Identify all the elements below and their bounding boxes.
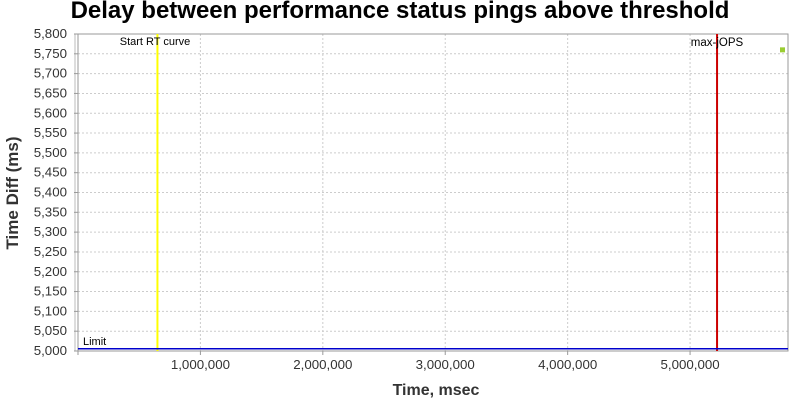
svg-text:5,650: 5,650: [34, 85, 67, 100]
svg-text:5,000: 5,000: [34, 343, 67, 358]
svg-text:3,000,000: 3,000,000: [416, 357, 475, 372]
svg-text:Start RT curve: Start RT curve: [120, 36, 191, 48]
svg-text:5,500: 5,500: [34, 145, 67, 160]
svg-text:Time, msec: Time, msec: [393, 382, 480, 399]
svg-text:5,400: 5,400: [34, 185, 67, 200]
svg-text:5,200: 5,200: [34, 264, 67, 279]
svg-text:5,250: 5,250: [34, 244, 67, 259]
svg-text:max-jOPS: max-jOPS: [691, 37, 744, 49]
svg-text:5,800: 5,800: [34, 26, 67, 41]
svg-text:5,100: 5,100: [34, 303, 67, 318]
svg-text:2,000,000: 2,000,000: [293, 357, 352, 372]
svg-text:5,350: 5,350: [34, 204, 67, 219]
svg-text:5,600: 5,600: [34, 105, 67, 120]
svg-text:4,000,000: 4,000,000: [538, 357, 597, 372]
svg-text:5,000,000: 5,000,000: [660, 357, 719, 372]
svg-text:5,150: 5,150: [34, 284, 67, 299]
svg-text:1,000,000: 1,000,000: [171, 357, 230, 372]
svg-text:Time Diff (ms): Time Diff (ms): [3, 136, 22, 249]
svg-text:5,750: 5,750: [34, 46, 67, 61]
svg-text:5,450: 5,450: [34, 165, 67, 180]
svg-text:5,550: 5,550: [34, 125, 67, 140]
svg-text:5,700: 5,700: [34, 66, 67, 81]
svg-text:Limit: Limit: [83, 336, 106, 348]
svg-text:5,050: 5,050: [34, 323, 67, 338]
svg-text:5,300: 5,300: [34, 224, 67, 239]
